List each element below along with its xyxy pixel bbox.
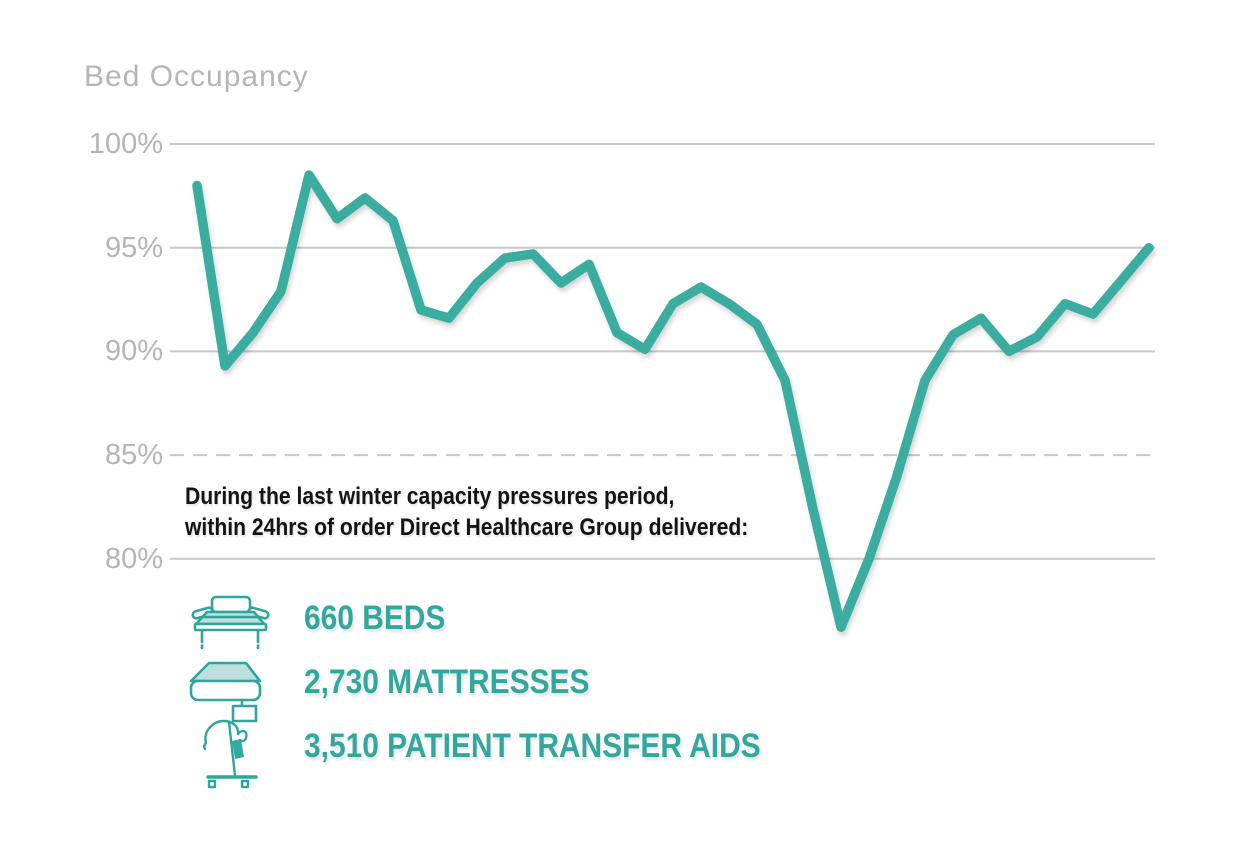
chart-title: Bed Occupancy [84,60,309,93]
y-axis-tick-100: 100% [88,128,163,160]
y-axis-tick-90: 90% [104,335,163,368]
y-axis-tick-95: 95% [104,231,163,264]
annotation-text: During the last winter capacity pressure… [185,481,748,543]
gridlines [170,143,1155,560]
stat-patient-transfer-aids: 3,510 PATIENT TRANSFER AIDS [304,727,761,765]
annotation-line-2: within 24hrs of order Direct Healthcare … [185,514,749,541]
stat-beds: 660 BEDS [304,599,446,637]
bed-icon [191,595,270,650]
mattress-icon [189,661,262,723]
stat-mattresses: 2,730 MATTRESSES [304,663,590,701]
y-axis-tick-85: 85% [104,439,163,472]
y-axis-tick-80: 80% [104,542,163,575]
occupancy-line [192,170,1154,632]
patient-lift-icon [203,719,258,789]
annotation-line-1: During the last winter capacity pressure… [185,483,675,510]
